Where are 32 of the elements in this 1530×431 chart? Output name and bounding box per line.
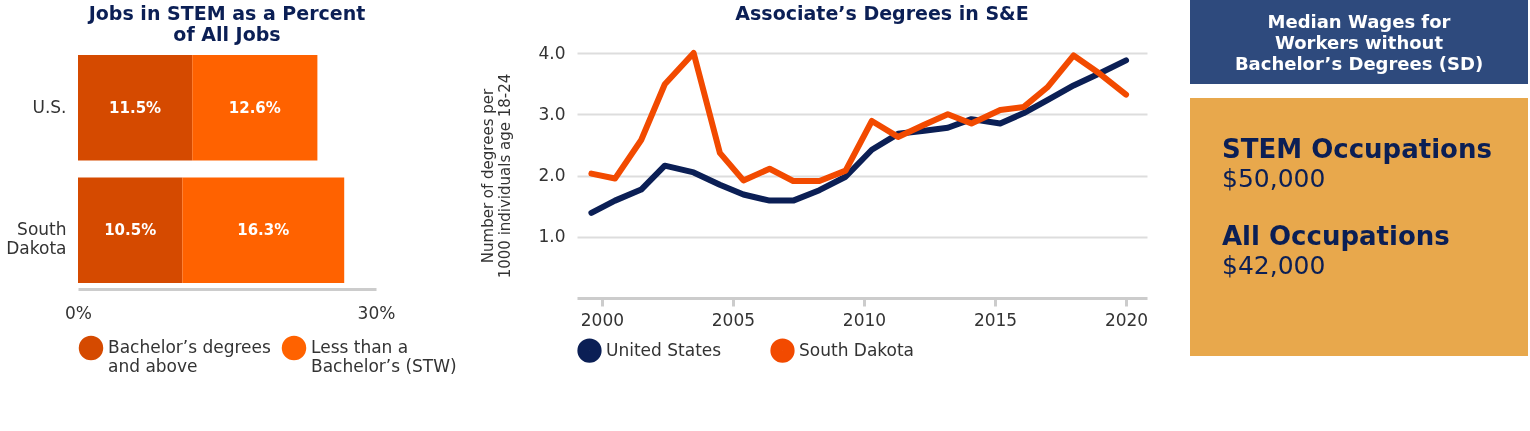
x-tick-label: 2010 bbox=[842, 309, 887, 330]
y-axis-title: Number of degrees per 1000 individuals age 18-24 bbox=[479, 73, 515, 279]
x-tick-label: 2005 bbox=[711, 309, 756, 330]
x-tick-label: 2020 bbox=[1104, 309, 1149, 330]
y-tick-label: 4.0 bbox=[538, 42, 566, 63]
y-tick-label: 2.0 bbox=[538, 165, 566, 185]
data-label: 10.5% bbox=[104, 221, 157, 240]
y-tick-label: 1.0 bbox=[538, 226, 566, 247]
chart-title: Associate’s Degrees in S&E bbox=[735, 2, 1029, 24]
legend-label: Less than a Bachelor’s (STW) bbox=[311, 337, 457, 376]
text: STEM Occupations bbox=[1222, 134, 1493, 164]
text: $42,000 bbox=[1222, 251, 1327, 280]
x-tick-label: 0% bbox=[65, 302, 92, 323]
text: All Occupations bbox=[1222, 221, 1451, 251]
y-tick-label: U.S. bbox=[32, 96, 67, 117]
x-tick-label: 2000 bbox=[580, 309, 625, 330]
bar bbox=[182, 177, 345, 283]
x-tick-label: 2015 bbox=[973, 309, 1018, 330]
data-label: 16.3% bbox=[237, 221, 290, 240]
bar bbox=[192, 55, 318, 161]
text: $50,000 bbox=[1222, 164, 1327, 193]
bar bbox=[78, 55, 193, 161]
chart-title: Jobs in STEM as a Percent of All Jobs bbox=[86, 2, 366, 45]
text: Median Wages for Workers without Bachelor’s Degrees (SD) bbox=[1190, 0, 1528, 84]
legend-label: South Dakota bbox=[799, 339, 915, 360]
data-label: 11.5% bbox=[109, 98, 162, 117]
y-tick-label: 3.0 bbox=[538, 103, 566, 124]
bar bbox=[78, 177, 183, 283]
data-label: 12.6% bbox=[228, 98, 281, 117]
legend-label: Bachelor’s degrees and above bbox=[108, 337, 272, 376]
legend-label: United States bbox=[606, 339, 722, 360]
x-tick-label: 30% bbox=[357, 302, 396, 323]
